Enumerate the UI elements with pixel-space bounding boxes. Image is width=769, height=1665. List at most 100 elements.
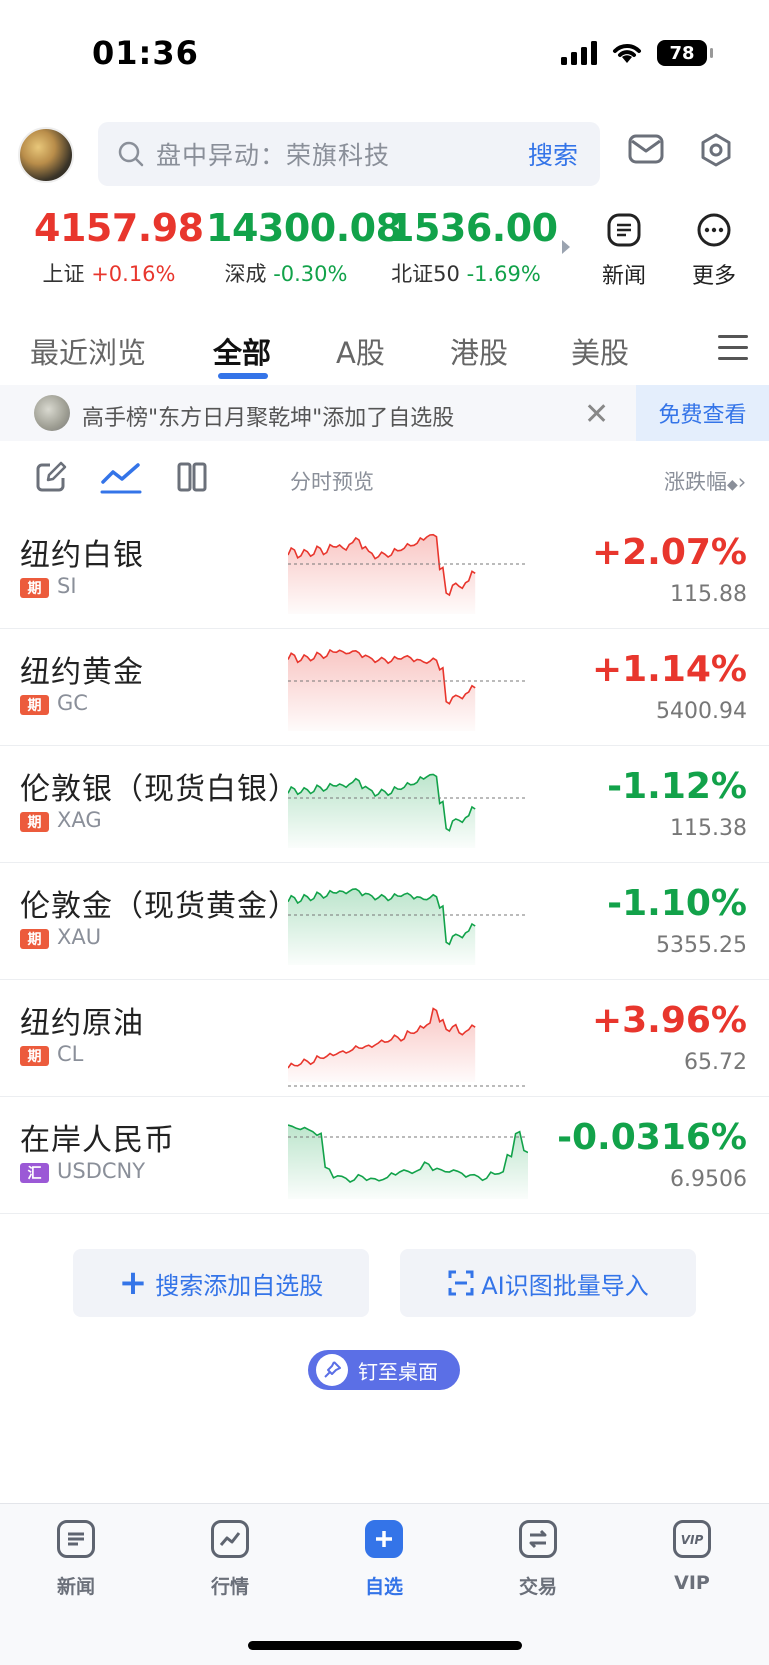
battery-icon: 78 <box>657 40 713 66</box>
status-time: 01:36 <box>92 34 199 72</box>
index-value: 14300.08 <box>206 206 402 250</box>
more-button[interactable]: 更多 <box>684 212 744 290</box>
index-shanghai[interactable]: 4157.98 上证 +0.16% <box>34 206 204 288</box>
gear-icon[interactable] <box>700 133 732 167</box>
notice-avatar <box>34 395 70 431</box>
ai-import-button[interactable]: AI识图批量导入 <box>400 1249 696 1317</box>
home-indicator <box>248 1641 522 1650</box>
sparkline-line <box>288 648 476 705</box>
wifi-icon <box>613 44 641 63</box>
instrument-name: 在岸人民币 <box>20 1123 175 1158</box>
search-add-button[interactable]: + 搜索添加自选股 <box>73 1249 369 1317</box>
intraday-sparkline <box>288 1007 528 1087</box>
index-value: 1536.00 <box>388 206 558 250</box>
search-button[interactable]: 搜索 <box>527 141 578 170</box>
tabbar-trade[interactable]: 交易 <box>478 1520 598 1599</box>
sparkline-area <box>288 1008 476 1082</box>
tabbar-market[interactable]: 行情 <box>170 1520 290 1599</box>
close-icon[interactable]: ✕ <box>584 397 610 432</box>
status-icons: 78 <box>561 40 713 66</box>
pin-icon <box>316 1354 348 1386</box>
watchlist-row[interactable]: 纽约黄金期 GC +1.14% 5400.94 <box>0 629 769 746</box>
intraday-sparkline <box>288 888 528 965</box>
last-price: 65.72 <box>684 1050 747 1075</box>
sparkline-area <box>288 534 476 614</box>
last-price: 5400.94 <box>656 699 747 724</box>
market-icon <box>211 1520 249 1558</box>
news-icon <box>57 1520 95 1558</box>
index-name: 深成 <box>224 262 267 286</box>
search-input[interactable]: 盘中异动：荣旗科技 搜索 <box>98 122 600 186</box>
tab-active-indicator <box>218 373 268 379</box>
index-bz50[interactable]: 1536.00 北证50 -1.69% <box>388 206 558 288</box>
intraday-sparkline <box>288 773 528 848</box>
news-icon <box>607 213 641 247</box>
watchlist-row[interactable]: 伦敦金（现货黄金） 期 XAU -1.10% 5355.25 <box>0 863 769 980</box>
tab-us-stocks[interactable]: 美股 <box>571 336 630 370</box>
pin-to-desktop-button[interactable]: 钉至桌面 <box>308 1350 460 1390</box>
tab-recent[interactable]: 最近浏览 <box>30 336 147 370</box>
more-label: 更多 <box>691 264 736 289</box>
change-percent: +2.07% <box>591 532 747 573</box>
sparkline-area <box>288 650 476 731</box>
tabbar-news[interactable]: 新闻 <box>16 1520 136 1599</box>
edit-icon[interactable] <box>34 460 68 494</box>
sort-label: 涨跌幅 <box>664 470 727 494</box>
watchlist-row[interactable]: 纽约原油期 CL +3.96% 65.72 <box>0 980 769 1097</box>
market-badge: 汇 <box>20 1163 49 1183</box>
sparkline-area <box>288 889 476 965</box>
index-shenzhen[interactable]: 14300.08 深成 -0.30% <box>206 206 402 288</box>
intraday-sparkline <box>288 533 528 614</box>
watchlist-row[interactable]: 在岸人民币汇 USDCNY -0.0316% 6.9506 <box>0 1097 769 1214</box>
last-price: 115.88 <box>670 582 747 607</box>
sparkline-line <box>288 888 476 946</box>
free-view-button[interactable]: 免费查看 <box>636 385 769 441</box>
market-badge: 期 <box>20 578 49 598</box>
instrument-code: XAU <box>57 925 102 949</box>
index-value: 4157.98 <box>34 206 204 250</box>
news-label: 新闻 <box>601 264 646 289</box>
tabbar-label: 交易 <box>518 1576 557 1598</box>
preview-column-header: 分时预览 <box>290 470 374 494</box>
last-price: 6.9506 <box>670 1167 747 1192</box>
plus-icon: + <box>118 1263 148 1303</box>
menu-icon[interactable] <box>718 335 748 368</box>
notice-text[interactable]: 高手榜"东方日月聚乾坤"添加了自选股 <box>82 406 455 431</box>
index-name: 上证 <box>42 262 85 286</box>
ai-import-label: AI识图批量导入 <box>481 1271 649 1300</box>
scan-icon <box>448 1270 474 1296</box>
instrument-code: XAG <box>57 808 102 832</box>
tab-hk-stocks[interactable]: 港股 <box>450 336 509 370</box>
sparkline-line <box>288 1007 476 1069</box>
tabbar-watchlist[interactable]: 自选 <box>324 1520 444 1599</box>
last-price: 115.38 <box>670 816 747 841</box>
search-icon <box>118 141 144 167</box>
change-percent: +3.96% <box>591 1000 747 1041</box>
avatar[interactable] <box>18 127 74 183</box>
sparkline-area <box>288 774 476 848</box>
tabbar-vip[interactable]: VIP VIP <box>632 1520 752 1594</box>
signal-icon <box>561 41 597 65</box>
tab-all[interactable]: 全部 <box>213 336 272 370</box>
more-icon <box>697 213 731 247</box>
columns-icon[interactable] <box>176 460 208 494</box>
instrument-code: USDCNY <box>57 1159 146 1183</box>
tab-a-shares[interactable]: A股 <box>336 336 385 370</box>
instrument-name: 伦敦银（现货白银） <box>20 772 299 807</box>
intraday-sparkline <box>288 1124 528 1199</box>
sort-by-change-button[interactable]: 涨跌幅◆› <box>664 466 746 496</box>
pin-label: 钉至桌面 <box>358 1359 438 1384</box>
instrument-code: CL <box>57 1042 84 1066</box>
chart-view-icon[interactable] <box>100 460 142 496</box>
news-button[interactable]: 新闻 <box>594 212 654 290</box>
mail-icon[interactable] <box>628 133 664 165</box>
market-badge: 期 <box>20 695 49 715</box>
tabbar-label: 新闻 <box>56 1576 95 1598</box>
watchlist-row[interactable]: 纽约白银期 SI +2.07% 115.88 <box>0 512 769 629</box>
market-badge: 期 <box>20 929 49 949</box>
index-scroll-arrow-icon[interactable] <box>562 240 570 254</box>
plus-icon <box>365 1520 403 1558</box>
watchlist-row[interactable]: 伦敦银（现货白银） 期 XAG -1.12% 115.38 <box>0 746 769 863</box>
chevron-right-icon: › <box>737 470 747 494</box>
sort-icon: ◆ <box>727 477 738 493</box>
